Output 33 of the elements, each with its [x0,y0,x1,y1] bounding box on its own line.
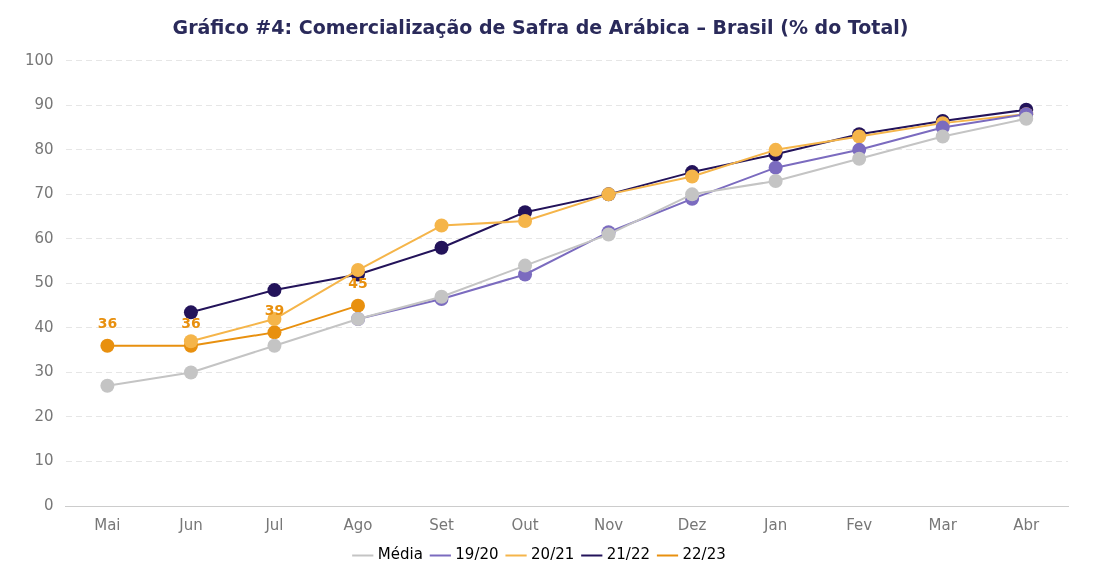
chart-title: Gráfico #4: Comercialização de Safra de Arábica – Brasil (% do Total) [172,16,909,39]
data-label: 36 [181,315,201,332]
y-tick-label: 80 [34,139,54,158]
y-tick-label: 20 [34,406,54,425]
x-tick-label: Abr [1013,515,1041,534]
x-tick-label: Dez [677,515,707,534]
legend-label: 22/23 [682,545,726,564]
y-tick-label: 50 [34,273,54,292]
y-tick-label: 60 [34,228,54,247]
data-label: 45 [348,275,368,292]
x-tick-label: Ago [343,515,373,534]
x-tick-label: Out [511,515,539,534]
x-tick-label: Jan [763,515,788,534]
data-label: 36 [97,315,118,332]
x-tick-label: Mai [94,515,121,534]
y-tick-label: 0 [44,495,54,514]
y-tick-label: 30 [34,362,54,381]
x-tick-label: Jul [264,515,284,534]
legend-label: 21/22 [606,545,651,564]
x-tick-label: Mar [928,515,958,534]
legend-label: Média [377,545,423,564]
x-tick-label: Jun [178,515,203,534]
legend-label: 20/21 [531,545,575,564]
x-tick-label: Set [429,515,454,534]
legend-label: 19/20 [455,545,499,564]
y-tick-label: 100 [24,50,54,69]
y-tick-label: 90 [34,95,54,114]
x-tick-label: Nov [593,515,624,534]
y-tick-label: 70 [34,184,54,203]
y-tick-label: 10 [34,451,54,470]
x-tick-label: Fev [846,515,873,534]
data-label: 39 [264,302,285,319]
y-tick-label: 40 [34,317,54,336]
